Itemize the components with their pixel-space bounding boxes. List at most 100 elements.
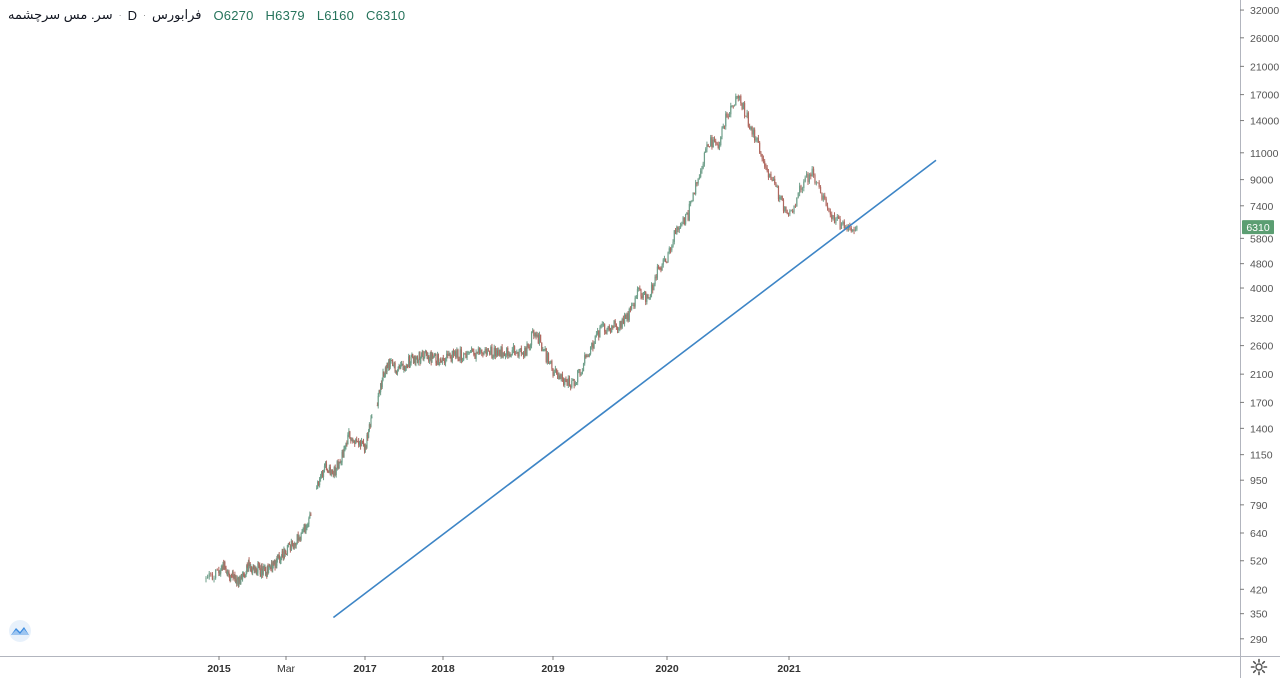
candle-body <box>755 139 757 141</box>
candle-body <box>638 288 640 289</box>
candle-body <box>269 565 271 567</box>
candle-body <box>279 557 281 563</box>
candle-body <box>352 439 354 442</box>
candle-body <box>852 229 854 232</box>
candle-body <box>489 350 491 355</box>
candle-body <box>319 478 321 486</box>
price-axis[interactable]: 32000 26000 21000 17000 14000 11000 9000 7400 58… <box>1240 5 1279 646</box>
candle-body <box>646 294 648 302</box>
candle-body <box>611 326 613 333</box>
candle-body <box>408 356 411 366</box>
candle-body <box>299 537 301 540</box>
candle-body <box>676 226 678 234</box>
candle-body <box>552 368 554 376</box>
last-price-badge <box>1242 220 1274 235</box>
candle-body <box>285 550 287 554</box>
candle-body <box>330 469 332 476</box>
candle-body <box>288 543 290 545</box>
tradingview-cloud-icon[interactable] <box>7 620 33 642</box>
candle-body <box>291 540 293 544</box>
candle-body <box>746 112 748 117</box>
candle-body <box>215 569 217 579</box>
candle-body <box>467 352 469 354</box>
candle-body <box>220 570 222 574</box>
candle-body <box>660 268 662 271</box>
candle-body <box>267 567 270 574</box>
candle-body <box>811 168 813 177</box>
candle-body <box>327 471 330 473</box>
candle-body <box>574 382 576 386</box>
candle-body <box>318 481 320 486</box>
candle-body <box>641 296 643 298</box>
candle-body <box>557 373 559 379</box>
candle-body <box>824 195 826 199</box>
symbol-name[interactable]: سر. مس سرچشمه <box>8 7 113 22</box>
candle-body <box>613 320 615 328</box>
candle-body <box>796 197 798 207</box>
candle-body <box>747 112 749 127</box>
candle-body <box>774 178 776 184</box>
candle-body <box>365 445 367 448</box>
candle-body <box>715 141 717 143</box>
candle-body <box>300 533 302 540</box>
time-tick-label: 2019 <box>541 663 565 675</box>
candle-body <box>495 350 498 357</box>
gear-icon[interactable] <box>1250 658 1268 676</box>
candle-body <box>211 574 214 580</box>
candle-body <box>518 349 520 357</box>
candle-body <box>396 370 399 374</box>
candle-body <box>294 542 296 546</box>
candle-body <box>784 206 786 211</box>
candle-body <box>331 469 333 474</box>
candle-body <box>469 351 472 353</box>
candle-body <box>558 375 560 379</box>
candle-body <box>502 352 504 357</box>
candle-body <box>654 276 656 285</box>
candle-body <box>420 357 422 363</box>
candle-body <box>539 334 542 343</box>
candle-body <box>245 573 247 575</box>
candle-body <box>256 572 258 575</box>
candle-body <box>364 445 366 451</box>
candle-body <box>506 348 508 356</box>
candle-body <box>632 305 634 306</box>
candle-body <box>672 241 674 247</box>
candle-body <box>355 439 357 444</box>
candle-body <box>238 579 240 586</box>
candle-body <box>850 227 852 232</box>
candle-body <box>256 569 258 575</box>
candle-body <box>836 216 838 219</box>
candle-body <box>655 276 657 278</box>
candle-body <box>792 210 794 213</box>
candle-body <box>602 324 605 326</box>
price-tick-label: 11000 <box>1250 148 1279 160</box>
candle-body <box>835 218 837 224</box>
timeframe-label[interactable]: D <box>127 7 138 23</box>
candle-body <box>443 360 446 363</box>
candle-body <box>472 348 474 352</box>
candle-body <box>428 359 431 362</box>
candle-body <box>440 359 442 361</box>
candle-body <box>224 562 226 567</box>
candle-body <box>213 578 215 580</box>
candle-body <box>450 356 452 362</box>
price-tick-label: 1400 <box>1250 423 1274 435</box>
candle-body <box>691 201 693 202</box>
candle-body <box>388 361 390 369</box>
candle-body <box>678 227 680 230</box>
candle-body <box>332 473 334 476</box>
candle-body <box>260 566 263 576</box>
candle-body <box>772 178 775 181</box>
candle-body <box>769 173 771 178</box>
candle-body <box>367 430 370 438</box>
candle-body <box>401 363 403 365</box>
trendline-layer[interactable] <box>332 159 937 619</box>
candle-body <box>782 199 785 211</box>
candle-body <box>604 324 606 332</box>
time-axis[interactable]: 2015 Mar 2017 2018 2019 2020 2021 <box>207 656 801 675</box>
candle-body <box>647 294 649 299</box>
chart-header: سر. مس سرچشمه · D · فرابورس O6270 H6379 … <box>8 6 405 24</box>
last-price-text: 6310 <box>1246 222 1270 234</box>
